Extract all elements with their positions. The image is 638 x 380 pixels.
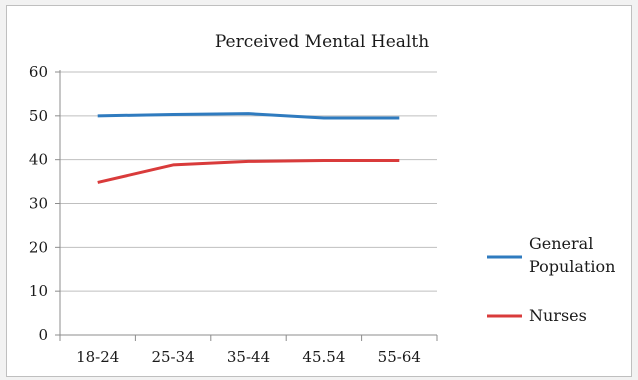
y-tick-label: 10 bbox=[29, 282, 48, 300]
x-tick-label: 45.54 bbox=[302, 348, 345, 366]
legend-label: Nurses bbox=[529, 306, 587, 325]
chart-frame bbox=[6, 5, 632, 377]
x-tick-label: 25-34 bbox=[151, 348, 194, 366]
chart-title: Perceived Mental Health bbox=[215, 32, 429, 52]
legend: General Population Nurses bbox=[487, 234, 615, 325]
y-tick-label: 0 bbox=[38, 326, 48, 344]
series-lines bbox=[97, 112, 400, 184]
legend-label: General bbox=[529, 234, 593, 253]
x-tick-label: 35-44 bbox=[227, 348, 270, 366]
series-line-0 bbox=[97, 112, 400, 120]
axes: 0 10 20 30 40 50 60 18-24 25-34 35-44 45.54 55-64 bbox=[29, 63, 438, 366]
legend-label: Population bbox=[529, 257, 615, 276]
y-tick-label: 40 bbox=[29, 151, 48, 169]
gridlines bbox=[60, 71, 437, 292]
series-line-1 bbox=[97, 159, 400, 184]
y-tick-label: 50 bbox=[29, 107, 48, 125]
x-tick-label: 55-64 bbox=[378, 348, 421, 366]
y-tick-label: 20 bbox=[29, 238, 48, 256]
x-tick-label: 18-24 bbox=[76, 348, 119, 366]
y-tick-label: 30 bbox=[29, 195, 48, 213]
y-tick-label: 60 bbox=[29, 63, 48, 81]
